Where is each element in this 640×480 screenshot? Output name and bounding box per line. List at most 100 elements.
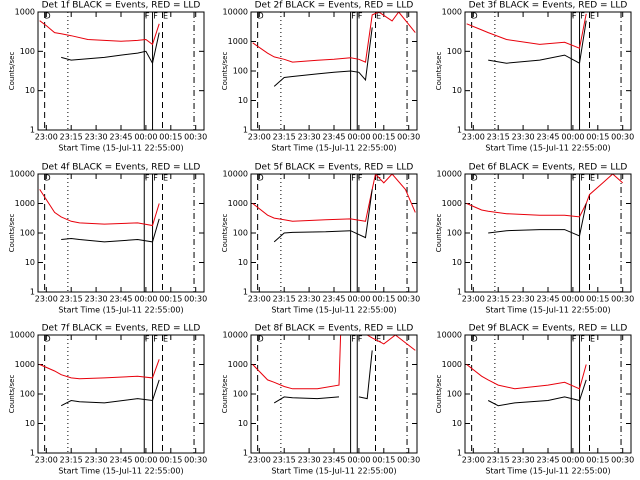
- x-tick-label: 23:15: [60, 295, 83, 304]
- plot-frame: [464, 173, 632, 293]
- marker-label: F: [145, 174, 150, 183]
- series-line: [487, 379, 587, 407]
- y-tick-label: 1: [457, 288, 462, 297]
- y-tick-label: 100: [20, 390, 35, 399]
- marker-label: E: [163, 174, 168, 183]
- x-axis-title: Start Time (15-Jul-11 22:55:00): [271, 144, 396, 153]
- marker-label: F: [153, 174, 158, 183]
- marker-label: F: [572, 174, 577, 183]
- marker-label: F: [145, 335, 150, 344]
- plot-frame: [250, 173, 418, 293]
- marker-label: E: [376, 174, 381, 183]
- x-axis-title: Start Time (15-Jul-11 22:55:00): [58, 467, 183, 476]
- y-tick-label: 10000: [437, 331, 462, 340]
- plot-frame: [250, 11, 418, 131]
- x-tick-label: 23:00: [35, 133, 58, 142]
- marker-label: D: [45, 335, 51, 344]
- x-tick-label: 23:45: [109, 295, 132, 304]
- x-tick-label: 23:30: [298, 295, 321, 304]
- x-tick-label: 00:15: [159, 295, 182, 304]
- plot-frame: [37, 173, 205, 293]
- x-axis-title: Start Time (15-Jul-11 22:55:00): [58, 306, 183, 315]
- y-axis-title: Counts/sec: [8, 214, 16, 253]
- series-line: [488, 20, 587, 64]
- series-line: [252, 12, 416, 63]
- marker-label: D: [45, 12, 51, 21]
- x-tick-label: 00:15: [159, 456, 182, 465]
- y-tick-label: 10000: [223, 331, 248, 340]
- y-tick-label: 1: [457, 126, 462, 135]
- marker-label: E: [590, 174, 595, 183]
- y-tick-label: 1: [30, 449, 35, 458]
- y-tick-label: 10000: [10, 331, 35, 340]
- x-axis-title: Start Time (15-Jul-11 22:55:00): [485, 467, 610, 476]
- x-tick-label: 23:45: [109, 456, 132, 465]
- marker-label: E: [163, 12, 168, 21]
- x-tick-label: 00:00: [134, 133, 157, 142]
- x-tick-label: 23:15: [487, 456, 510, 465]
- x-tick-label: 23:15: [487, 295, 510, 304]
- plot-frame: [250, 334, 418, 454]
- x-tick-label: 00:30: [397, 295, 420, 304]
- series-line: [273, 27, 373, 87]
- marker-label: F: [145, 12, 150, 21]
- x-tick-label: 23:30: [298, 133, 321, 142]
- x-tick-label: 23:00: [462, 133, 485, 142]
- y-tick-label: 1: [457, 449, 462, 458]
- x-tick-label: 00:00: [561, 456, 584, 465]
- x-axis-title: Start Time (15-Jul-11 22:55:00): [271, 467, 396, 476]
- y-tick-label: 10: [238, 258, 248, 267]
- series-line: [60, 379, 160, 407]
- x-tick-label: 23:45: [536, 133, 559, 142]
- panel: Det 5f BLACK = Events, RED = LLD Start Ti…: [221, 163, 420, 315]
- x-tick-label: 00:15: [586, 456, 609, 465]
- marker-label: F: [153, 12, 158, 21]
- plot-frame: [464, 334, 632, 454]
- panel-title: Det 9f BLACK = Events, RED = LLD: [469, 324, 628, 334]
- marker-label: E: [376, 335, 381, 344]
- y-tick-label: 1000: [15, 199, 35, 208]
- panel-title: Det 7f BLACK = Events, RED = LLD: [42, 324, 201, 334]
- marker-label: F: [351, 12, 356, 21]
- y-tick-label: 10: [452, 86, 462, 95]
- y-axis-title: Counts/sec: [8, 52, 16, 91]
- panel: Det 9f BLACK = Events, RED = LLD Start Ti…: [435, 324, 634, 476]
- panel: Det 7f BLACK = Events, RED = LLD Start Ti…: [8, 324, 207, 476]
- y-tick-label: 10: [25, 258, 35, 267]
- y-tick-label: 100: [447, 390, 462, 399]
- x-tick-label: 23:30: [85, 456, 108, 465]
- panel-title: Det 6f BLACK = Events, RED = LLD: [469, 163, 628, 173]
- marker-label: E: [590, 335, 595, 344]
- x-tick-label: 23:45: [536, 295, 559, 304]
- x-tick-label: 23:30: [512, 133, 535, 142]
- y-tick-label: 100: [233, 67, 248, 76]
- x-tick-label: 00:00: [347, 133, 370, 142]
- y-tick-label: 1000: [228, 37, 248, 46]
- x-tick-label: 00:15: [586, 133, 609, 142]
- series-line: [252, 335, 416, 390]
- x-tick-label: 00:30: [397, 133, 420, 142]
- series-line: [488, 203, 587, 237]
- x-tick-label: 23:15: [487, 133, 510, 142]
- y-tick-label: 100: [20, 229, 35, 238]
- y-tick-label: 1000: [442, 8, 462, 17]
- x-tick-label: 23:00: [462, 456, 485, 465]
- x-tick-label: 00:00: [561, 133, 584, 142]
- marker-label: D: [472, 335, 478, 344]
- y-tick-label: 1: [243, 288, 248, 297]
- y-tick-label: 1000: [15, 8, 35, 17]
- y-tick-label: 1: [30, 126, 35, 135]
- panel-title: Det 4f BLACK = Events, RED = LLD: [42, 163, 201, 173]
- panel: Det 6f BLACK = Events, RED = LLD Start Ti…: [435, 163, 634, 315]
- series-line: [39, 359, 160, 380]
- panel: Det 8f BLACK = Events, RED = LLD Start Ti…: [221, 324, 420, 476]
- x-tick-label: 23:15: [60, 133, 83, 142]
- x-tick-label: 23:15: [273, 133, 296, 142]
- panel: Det 2f BLACK = Events, RED = LLD Start Ti…: [221, 1, 420, 153]
- y-axis-title: Counts/sec: [221, 52, 229, 91]
- y-tick-label: 1000: [442, 199, 462, 208]
- y-tick-label: 1: [30, 288, 35, 297]
- y-tick-label: 10: [238, 96, 248, 105]
- x-tick-label: 00:30: [611, 133, 634, 142]
- marker-label: F: [358, 12, 363, 21]
